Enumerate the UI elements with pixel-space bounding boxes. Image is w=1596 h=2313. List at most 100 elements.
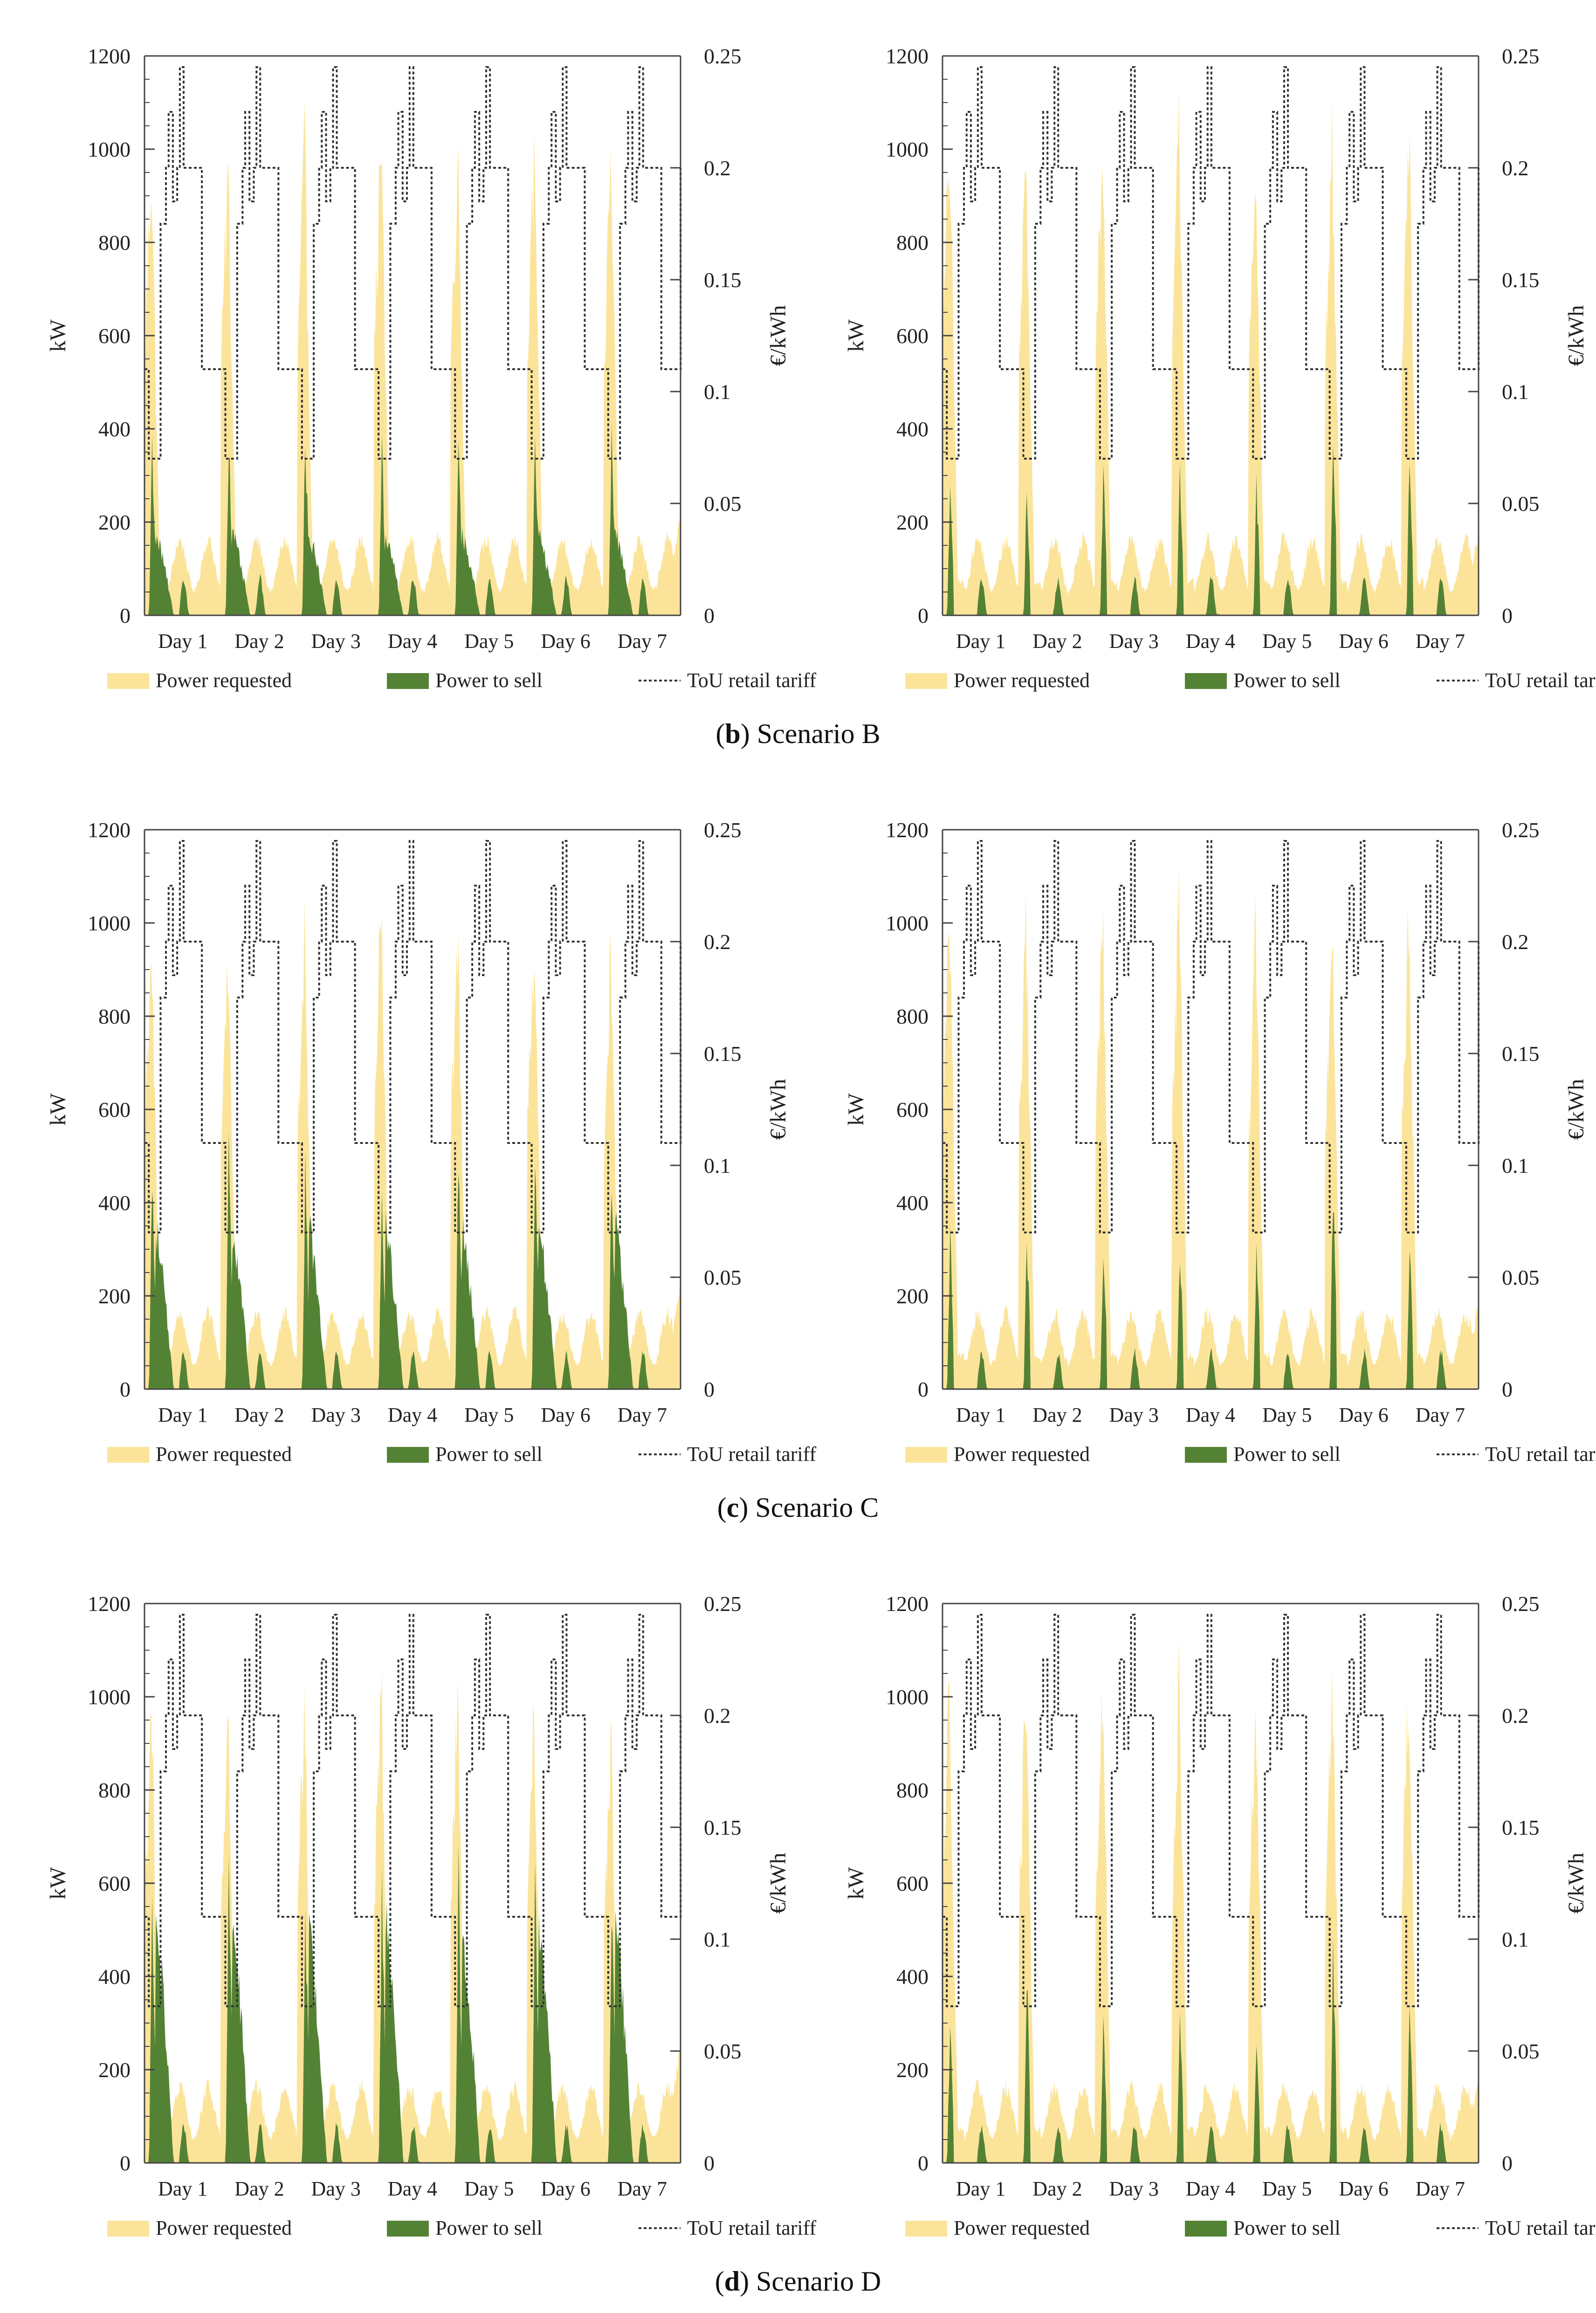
power-to-sell-area: [942, 1212, 1479, 1389]
y2-tick-label: 0.2: [1502, 930, 1529, 954]
x-tick-label: Day 1: [158, 630, 207, 653]
y2-tick-label: 0.05: [704, 492, 742, 516]
tou-tariff-line: [942, 840, 1480, 1233]
x-tick-label: Day 5: [1262, 1404, 1312, 1426]
legend-tou-tariff-label: ToU retail tariff: [1485, 2217, 1596, 2239]
x-tick-label: Day 4: [388, 2177, 437, 2200]
y2-tick-label: 0.25: [1502, 818, 1540, 842]
legend-power-to-sell-label: Power to sell: [435, 669, 543, 692]
legend-tou-tariff: ToU retail tariff: [1437, 1443, 1596, 1466]
chart-d-left: 0 200 400 600 800 1000 1200 0 0.05 0.1 0.15 0.2 0.25…: [46, 1592, 816, 2239]
x-tick-label: Day 4: [1186, 1404, 1235, 1426]
legend-tou-tariff-label: ToU retail tariff: [687, 1443, 816, 1466]
tou-tariff-line: [144, 66, 682, 460]
x-tick-label: Day 6: [541, 630, 590, 653]
y2-tick-label: 0.1: [1502, 1928, 1529, 1951]
y-tick-label: 600: [896, 1872, 929, 1895]
power-requested-area: [942, 868, 1479, 1389]
x-tick-label: Day 3: [311, 630, 361, 653]
y-tick-label: 0: [120, 1377, 131, 1401]
chart-c-left: 0 200 400 600 800 1000 1200 0 0.05 0.1 0.15 0.2 0.25…: [46, 818, 816, 1466]
x-tick-label: Day 7: [1416, 630, 1465, 653]
legend-power-to-sell-swatch: [387, 673, 429, 689]
y-tick-label: 400: [896, 1965, 929, 1989]
y2-tick-label: 0.05: [704, 1266, 742, 1289]
x-tick-label: Day 4: [1186, 2177, 1235, 2200]
y-tick-label: 1000: [886, 911, 929, 935]
y2-axis-title: €/kWh: [1564, 1079, 1589, 1140]
power-requested-area: [942, 89, 1479, 615]
y-tick-label: 1000: [88, 1685, 131, 1709]
y-tick-label: 0: [918, 1377, 929, 1401]
legend-power-requested-label: Power requested: [156, 669, 292, 692]
legend-power-to-sell-label: Power to sell: [435, 1443, 543, 1466]
x-tick-label: Day 7: [618, 630, 667, 653]
x-tick-label: Day 7: [618, 1404, 667, 1426]
x-tick-label: Day 4: [388, 630, 437, 653]
y-tick-label: 200: [896, 2058, 929, 2082]
legend-tou-tariff: ToU retail tariff: [639, 1443, 816, 1466]
legend-tou-tariff: ToU retail tariff: [639, 2217, 816, 2239]
legend-power-requested-label: Power requested: [156, 1443, 292, 1466]
y-tick-label: 1200: [88, 818, 131, 842]
y2-tick-label: 0.15: [1502, 268, 1540, 292]
legend-power-requested-label: Power requested: [954, 669, 1090, 692]
legend-power-requested: Power requested: [905, 2217, 1090, 2239]
chart-b-left: 0 200 400 600 800 1000 1200 0 0.05 0.1 0.15 0.2 0.25…: [46, 44, 816, 692]
y-axis-title: kW: [844, 1093, 868, 1126]
legend-power-requested: Power requested: [107, 2217, 292, 2239]
y2-axis-title: €/kWh: [1564, 305, 1589, 366]
caption-scenario-b: (b) Scenario B: [715, 718, 881, 749]
y2-tick-label: 0.2: [1502, 1704, 1529, 1728]
legend-power-to-sell-swatch: [1185, 2221, 1227, 2237]
y-axis-title: kW: [46, 1867, 70, 1900]
y-axis-title: kW: [46, 319, 70, 352]
y-tick-label: 1000: [886, 138, 929, 161]
legend-tou-tariff-label: ToU retail tariff: [1485, 1443, 1596, 1466]
y-axis-title: kW: [46, 1093, 70, 1126]
y2-axis-title: €/kWh: [766, 305, 791, 366]
legend-power-to-sell-swatch: [1185, 673, 1227, 689]
y-tick-label: 0: [918, 604, 929, 627]
legend-tou-tariff-label: ToU retail tariff: [1485, 669, 1596, 692]
x-tick-label: Day 2: [1032, 2177, 1082, 2200]
x-tick-label: Day 7: [1416, 2177, 1465, 2200]
legend-power-requested-swatch: [905, 2221, 947, 2237]
x-tick-label: Day 6: [1339, 1404, 1388, 1426]
legend-power-to-sell-label: Power to sell: [1233, 1443, 1341, 1466]
x-tick-label: Day 6: [541, 2177, 590, 2200]
power-to-sell-area: [144, 1844, 681, 2163]
y-tick-label: 0: [120, 2151, 131, 2175]
y2-tick-label: 0.15: [704, 268, 742, 292]
legend-power-requested-swatch: [107, 2221, 149, 2237]
y2-tick-label: 0.2: [1502, 156, 1529, 180]
y2-tick-label: 0.2: [704, 930, 731, 954]
y-axis-title: kW: [844, 1867, 868, 1900]
y2-tick-label: 0.25: [704, 44, 742, 68]
y-tick-label: 800: [896, 231, 929, 255]
legend-power-requested-swatch: [905, 1447, 947, 1463]
y-tick-label: 200: [98, 2058, 131, 2082]
y2-tick-label: 0: [704, 2151, 715, 2175]
legend-power-to-sell: Power to sell: [1185, 669, 1341, 692]
y2-axis-title: €/kWh: [766, 1079, 791, 1140]
legend-tou-tariff: ToU retail tariff: [639, 669, 816, 692]
x-tick-label: Day 2: [1032, 1404, 1082, 1426]
power-to-sell-area: [942, 445, 1479, 615]
legend-power-requested: Power requested: [107, 669, 292, 692]
tou-tariff-line: [144, 1614, 682, 2007]
x-tick-label: Day 7: [618, 2177, 667, 2200]
legend-power-to-sell: Power to sell: [387, 1443, 543, 1466]
legend-tou-tariff-label: ToU retail tariff: [687, 669, 816, 692]
x-tick-label: Day 2: [234, 630, 284, 653]
chart-d-right: 0 200 400 600 800 1000 1200 0 0.05 0.1 0.15 0.2 0.25…: [844, 1592, 1596, 2239]
y-tick-label: 1200: [88, 1592, 131, 1616]
y-tick-label: 200: [896, 1284, 929, 1308]
y2-tick-label: 0.25: [1502, 44, 1540, 68]
y-tick-label: 600: [98, 1872, 131, 1895]
legend-power-to-sell: Power to sell: [387, 669, 543, 692]
legend-power-to-sell-swatch: [1185, 1447, 1227, 1463]
x-tick-label: Day 1: [956, 2177, 1005, 2200]
y2-axis-title: €/kWh: [766, 1853, 791, 1914]
x-tick-label: Day 7: [1416, 1404, 1465, 1426]
